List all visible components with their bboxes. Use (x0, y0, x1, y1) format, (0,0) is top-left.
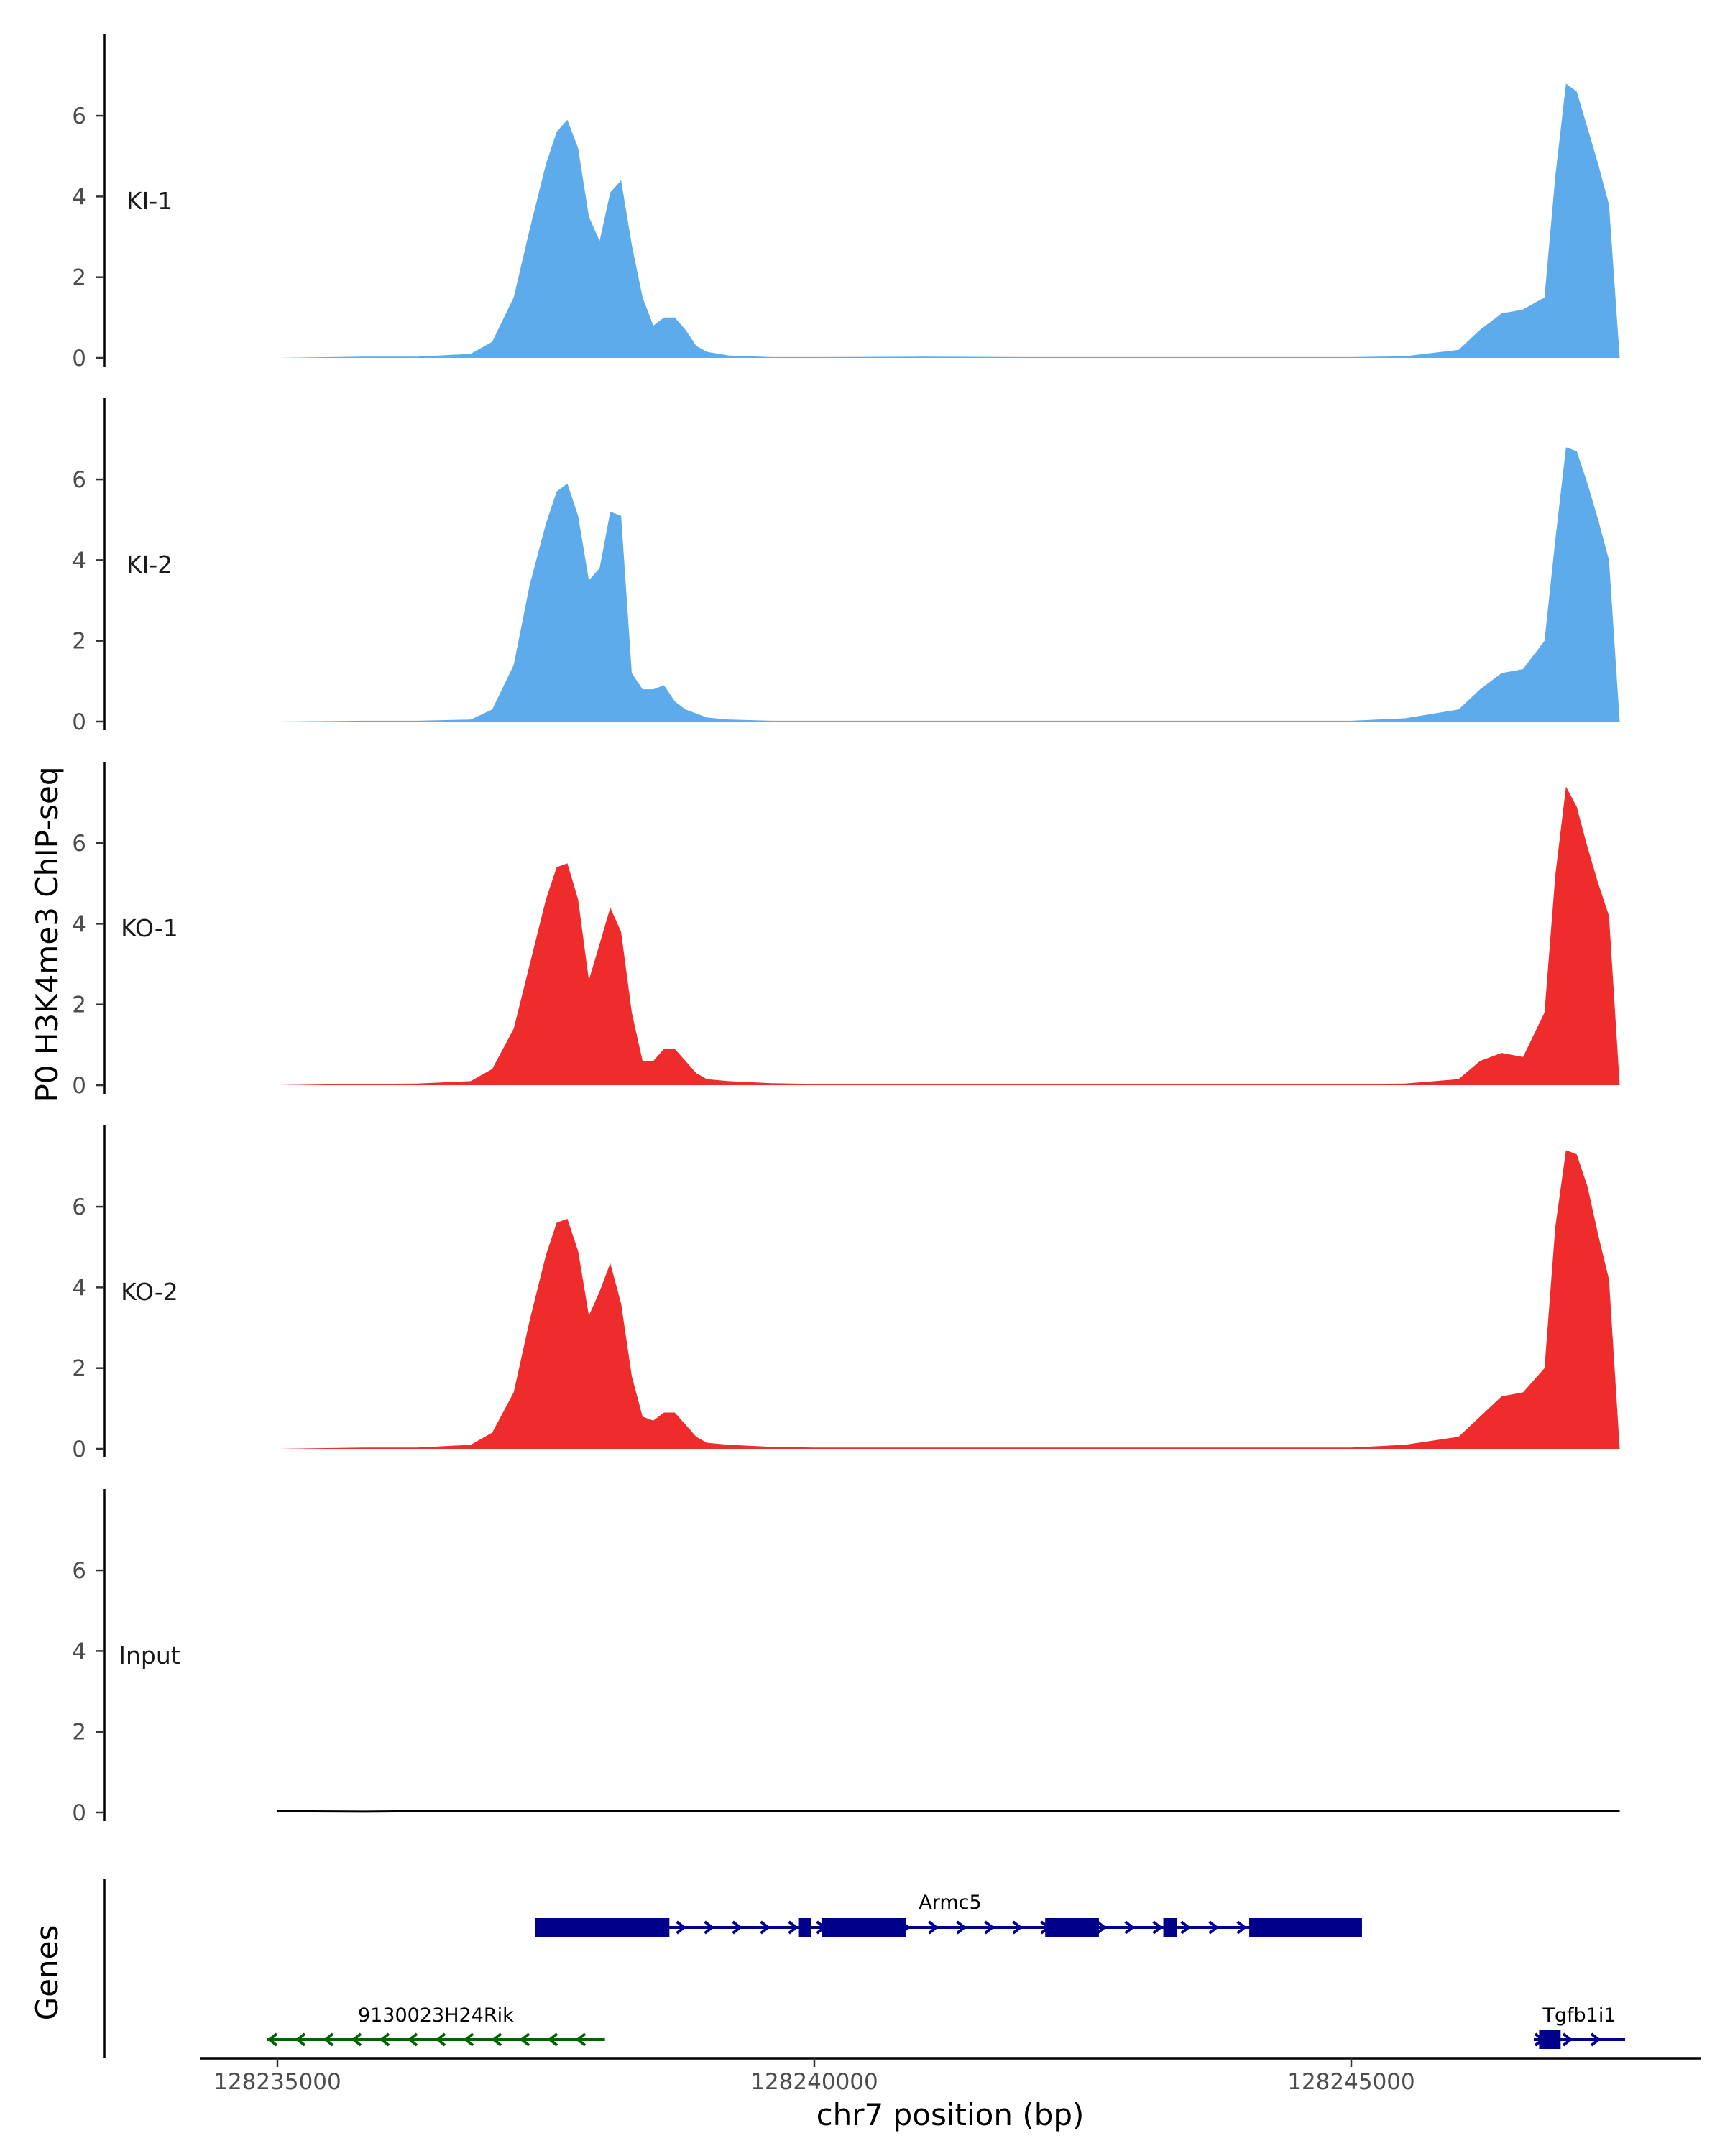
y-tick-label: 2 (72, 1356, 86, 1382)
signal-area-ko-1 (277, 786, 1620, 1085)
strand-arrow (267, 2032, 278, 2047)
signal-line-input (277, 1810, 1620, 1813)
exon-block (535, 1918, 670, 1937)
strand-arrow (519, 2032, 530, 2047)
track-label-ki-1: KI-1 (126, 187, 172, 215)
y-tick-label: 2 (72, 265, 86, 291)
y-tick-label: 0 (72, 709, 86, 735)
strand-arrow (704, 1920, 714, 1935)
strand-arrow (1236, 1920, 1247, 1935)
y-tick-label: 6 (72, 831, 86, 857)
y-tick-label: 2 (72, 1720, 86, 1746)
genes-axis-title: Genes (29, 1925, 65, 2021)
track-label-input: Input (119, 1641, 180, 1669)
strand-arrow (575, 2032, 586, 2047)
y-tick-label: 4 (72, 1275, 86, 1301)
strand-arrow (1180, 1920, 1191, 1935)
signal-area-ki-1 (277, 83, 1620, 358)
exon-block (822, 1918, 906, 1937)
strand-arrow (984, 1920, 995, 1935)
y-tick-label: 2 (72, 992, 86, 1018)
track-input: 0 2 4 6 Input (72, 1489, 1620, 1826)
exon-block (1539, 2030, 1561, 2049)
gene-label-armc5: Armc5 (919, 1892, 981, 1914)
strand-arrow (547, 2032, 558, 2047)
strand-arrow (295, 2032, 306, 2047)
strand-arrow (1096, 1920, 1107, 1935)
strand-arrow (407, 2032, 418, 2047)
y-tick-label: 6 (72, 467, 86, 493)
gene-label-tgfb1i1: Tgfb1i1 (1542, 2004, 1616, 2027)
exon-block (1163, 1918, 1177, 1937)
exon-block (798, 1918, 811, 1937)
gene-tgfb1i1: Tgfb1i1 (1533, 2004, 1625, 2049)
strand-arrow (1124, 1920, 1135, 1935)
strand-arrow (435, 2032, 446, 2047)
strand-arrow (323, 2032, 334, 2047)
strand-arrow (676, 1920, 686, 1935)
exon-block (1249, 1918, 1362, 1937)
y-tick-label: 4 (72, 911, 86, 937)
x-axis-title: chr7 position (bp) (816, 2097, 1085, 2132)
track-ko-2: 0 2 4 6 KO-2 (72, 1125, 1620, 1462)
gene-label-9130023h24rik: 9130023H24Rik (358, 2004, 514, 2027)
y-tick-label: 0 (72, 346, 86, 372)
strand-arrow (956, 1920, 967, 1935)
strand-arrow (1012, 1920, 1023, 1935)
y-tick-label: 6 (72, 103, 86, 129)
strand-arrow (1152, 1920, 1163, 1935)
y-tick-label: 0 (72, 1437, 86, 1462)
y-tick-label: 6 (72, 1194, 86, 1220)
signal-area-ko-2 (277, 1150, 1620, 1449)
track-label-ko-2: KO-2 (121, 1278, 178, 1306)
x-tick-label: 128240000 (750, 2069, 878, 2095)
y-tick-label: 0 (72, 1073, 86, 1099)
y-tick-label: 4 (72, 1639, 86, 1664)
strand-arrow (1590, 2032, 1601, 2047)
x-tick-label: 128235000 (213, 2069, 341, 2095)
strand-arrow (351, 2032, 362, 2047)
y-tick-label: 6 (72, 1558, 86, 1584)
genes-panel: Armc5 9130023H24Rik Tgfb1i1 (103, 1879, 1625, 2058)
exon-block (1045, 1918, 1099, 1937)
strand-arrow (463, 2032, 474, 2047)
y-tick-label: 4 (72, 184, 86, 210)
y-tick-label: 4 (72, 548, 86, 573)
strand-arrow (1562, 2032, 1573, 2047)
strand-arrow (760, 1920, 770, 1935)
strand-arrow (1208, 1920, 1219, 1935)
signal-tracks: 0 2 4 6 KI-1 0 2 4 6 KI-2 0 2 4 6 KO-1 0 2 4 6 KO-2 0 2 4 6 Inpu… (72, 34, 1620, 1826)
strand-arrow (491, 2032, 502, 2047)
gene-9130023h24rik: 9130023H24Rik (267, 2004, 605, 2047)
x-tick-label: 128245000 (1287, 2069, 1415, 2095)
track-ki-2: 0 2 4 6 KI-2 (72, 398, 1620, 735)
track-label-ki-2: KI-2 (126, 550, 172, 579)
x-axis: 128235000 128240000 128245000 (200, 2057, 1701, 2095)
track-ko-1: 0 2 4 6 KO-1 (72, 762, 1620, 1099)
y-tick-label: 2 (72, 629, 86, 655)
track-ki-1: 0 2 4 6 KI-1 (72, 34, 1620, 372)
strand-arrow (788, 1920, 799, 1935)
y-axis-title: P0 H3K4me3 ChIP-seq (29, 766, 65, 1102)
gene-armc5: Armc5 (535, 1892, 1362, 1937)
strand-arrow (928, 1920, 939, 1935)
strand-arrow (379, 2032, 390, 2047)
y-tick-label: 0 (72, 1800, 86, 1826)
strand-arrow (732, 1920, 742, 1935)
track-label-ko-1: KO-1 (121, 914, 178, 942)
signal-area-ki-2 (277, 447, 1620, 722)
